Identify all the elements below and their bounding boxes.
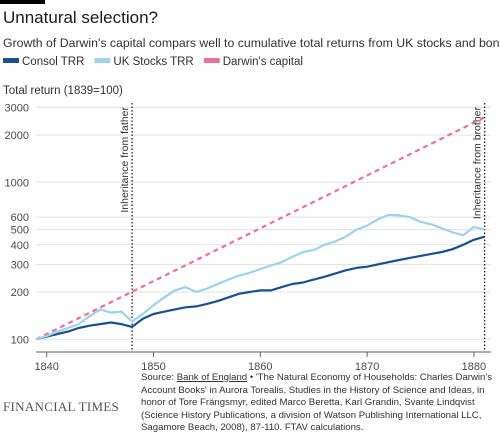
x-tick-label: 1870 <box>355 361 379 373</box>
y-tick-label: 300 <box>11 259 29 271</box>
legend-swatch <box>203 58 220 63</box>
y-tick-label: 500 <box>11 225 29 237</box>
brand-bar <box>0 0 45 4</box>
y-tick-label: 1000 <box>5 177 29 189</box>
series-line <box>35 235 485 341</box>
source-link[interactable]: Bank of England <box>176 372 248 383</box>
legend-swatch <box>94 58 111 63</box>
legend-label: Darwin's capital <box>223 56 303 68</box>
y-tick-label: 400 <box>11 240 29 252</box>
legend: Consol TRR UK Stocks TRR Darwin's capital <box>3 56 303 68</box>
y-tick-label: 600 <box>11 212 29 224</box>
series-line <box>35 116 486 341</box>
chart-subtitle: Growth of Darwin's capital compars well … <box>3 36 500 50</box>
series-line <box>35 213 485 341</box>
source: Source: Bank of England • 'The Natural E… <box>141 372 496 435</box>
y-tick-label: 200 <box>11 287 29 299</box>
y-tick-label: 2000 <box>5 130 29 142</box>
y-axis-label: Total return (1839=100) <box>3 85 123 97</box>
source-label: Source: <box>141 372 177 383</box>
annotation-label: Inheritance from brother <box>472 107 484 220</box>
x-tick-label: 1850 <box>141 361 165 373</box>
y-tick-label: 3000 <box>5 102 29 114</box>
chart-title: Unnatural selection? <box>3 8 158 27</box>
x-tick-label: 1840 <box>34 361 58 373</box>
y-tick-label: 100 <box>11 334 29 346</box>
x-tick-label: 1860 <box>248 361 272 373</box>
legend-label: Consol TRR <box>22 56 84 68</box>
annotation-label: Inheritance from father <box>119 107 131 213</box>
legend-label: UK Stocks TRR <box>113 56 193 68</box>
x-tick-label: 1880 <box>462 361 486 373</box>
legend-swatch <box>3 58 19 63</box>
source-text: • 'The Natural Economy of Households: Ch… <box>141 372 492 433</box>
brand: FINANCIAL TIMES <box>3 399 120 414</box>
